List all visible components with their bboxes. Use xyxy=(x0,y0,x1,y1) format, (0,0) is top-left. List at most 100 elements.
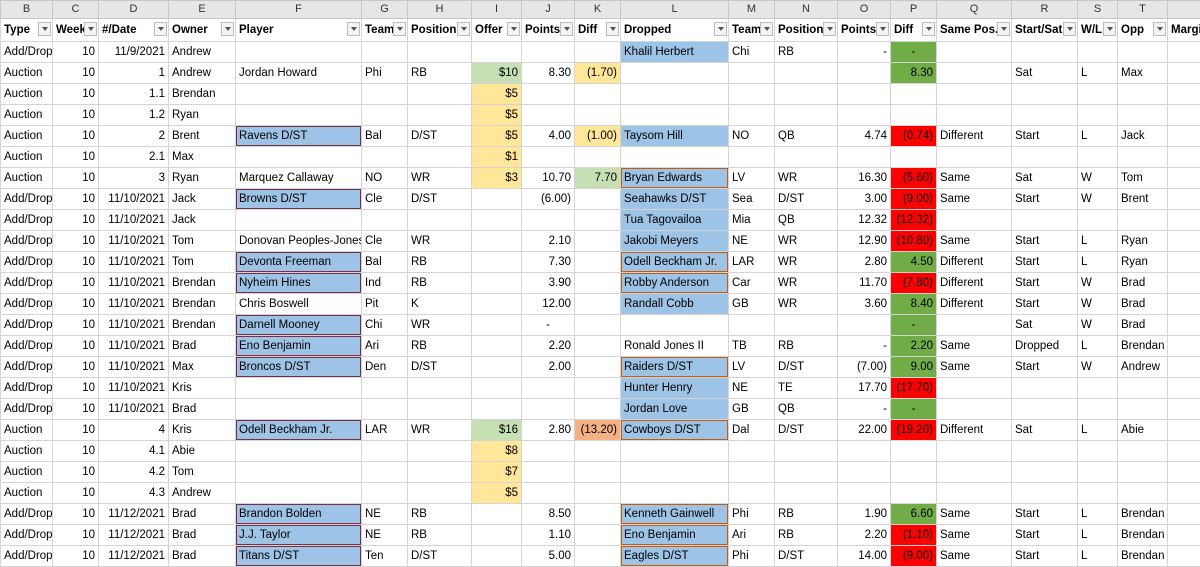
cell-j[interactable] xyxy=(522,147,575,168)
cell-p[interactable]: (9.00) xyxy=(891,189,937,210)
cell-i[interactable]: $16 xyxy=(472,420,522,441)
cell-c[interactable]: 10 xyxy=(53,147,99,168)
header-cell-20[interactable]: Margin xyxy=(1168,19,1200,42)
cell-r[interactable]: Start xyxy=(1012,525,1078,546)
cell-e[interactable]: Andrew xyxy=(169,42,236,63)
cell-k[interactable] xyxy=(575,336,621,357)
cell-l[interactable]: Seahawks D/ST xyxy=(621,189,729,210)
cell-t[interactable] xyxy=(1118,378,1168,399)
cell-k[interactable] xyxy=(575,42,621,63)
cell-q[interactable] xyxy=(937,84,1012,105)
header-cell-6[interactable]: Team xyxy=(362,19,408,42)
cell-d[interactable]: 11/10/2021 xyxy=(99,399,169,420)
cell-m[interactable]: Mia xyxy=(729,210,775,231)
cell-t[interactable] xyxy=(1118,210,1168,231)
cell-k[interactable] xyxy=(575,399,621,420)
cell-o[interactable]: - xyxy=(838,336,891,357)
cell-q[interactable]: Different xyxy=(937,252,1012,273)
cell-m[interactable]: NE xyxy=(729,378,775,399)
cell-n[interactable]: D/ST xyxy=(775,420,838,441)
cell-u[interactable]: -22.72 xyxy=(1168,231,1200,252)
cell-f[interactable]: Browns D/ST xyxy=(236,189,362,210)
cell-d[interactable]: 4.3 xyxy=(99,483,169,504)
cell-s[interactable]: W xyxy=(1078,273,1118,294)
cell-k[interactable] xyxy=(575,189,621,210)
cell-f[interactable]: Marquez Callaway xyxy=(236,168,362,189)
filter-dropdown-icon[interactable] xyxy=(1103,22,1116,36)
cell-i[interactable] xyxy=(472,399,522,420)
cell-k[interactable] xyxy=(575,273,621,294)
cell-j[interactable] xyxy=(522,399,575,420)
column-letter-l[interactable]: L xyxy=(621,1,729,19)
cell-b[interactable]: Auction xyxy=(1,63,53,84)
cell-k[interactable] xyxy=(575,294,621,315)
cell-b[interactable]: Add/Drop xyxy=(1,357,53,378)
cell-j[interactable]: 2.20 xyxy=(522,336,575,357)
cell-o[interactable]: 2.80 xyxy=(838,252,891,273)
cell-d[interactable]: 11/12/2021 xyxy=(99,504,169,525)
cell-e[interactable]: Max xyxy=(169,147,236,168)
cell-m[interactable]: TB xyxy=(729,336,775,357)
column-letter-n[interactable]: N xyxy=(775,1,838,19)
cell-o[interactable]: 17.70 xyxy=(838,378,891,399)
cell-j[interactable]: 2.80 xyxy=(522,420,575,441)
cell-p[interactable] xyxy=(891,84,937,105)
cell-g[interactable] xyxy=(362,210,408,231)
header-cell-17[interactable]: Start/Sat xyxy=(1012,19,1078,42)
cell-g[interactable]: Ind xyxy=(362,273,408,294)
cell-p[interactable]: 8.30 xyxy=(891,63,937,84)
cell-k[interactable] xyxy=(575,504,621,525)
cell-d[interactable]: 11/10/2021 xyxy=(99,357,169,378)
cell-p[interactable]: - xyxy=(891,42,937,63)
cell-m[interactable]: Chi xyxy=(729,42,775,63)
cell-h[interactable] xyxy=(408,147,472,168)
cell-e[interactable]: Brad xyxy=(169,546,236,567)
cell-r[interactable]: Start xyxy=(1012,231,1078,252)
cell-r[interactable]: Start xyxy=(1012,504,1078,525)
cell-r[interactable] xyxy=(1012,147,1078,168)
cell-g[interactable] xyxy=(362,378,408,399)
cell-g[interactable]: Den xyxy=(362,357,408,378)
cell-k[interactable] xyxy=(575,483,621,504)
cell-c[interactable]: 10 xyxy=(53,126,99,147)
cell-b[interactable]: Add/Drop xyxy=(1,399,53,420)
cell-r[interactable]: Sat xyxy=(1012,63,1078,84)
cell-p[interactable]: 6.60 xyxy=(891,504,937,525)
cell-f[interactable]: Broncos D/ST xyxy=(236,357,362,378)
cell-q[interactable] xyxy=(937,210,1012,231)
cell-q[interactable] xyxy=(937,399,1012,420)
cell-g[interactable]: Phi xyxy=(362,63,408,84)
cell-d[interactable]: 4 xyxy=(99,420,169,441)
cell-o[interactable]: - xyxy=(838,399,891,420)
cell-i[interactable] xyxy=(472,42,522,63)
cell-i[interactable] xyxy=(472,357,522,378)
cell-f[interactable]: Chris Boswell xyxy=(236,294,362,315)
cell-s[interactable]: L xyxy=(1078,504,1118,525)
cell-c[interactable]: 10 xyxy=(53,420,99,441)
cell-c[interactable]: 10 xyxy=(53,462,99,483)
cell-o[interactable]: 3.60 xyxy=(838,294,891,315)
cell-d[interactable]: 11/12/2021 xyxy=(99,546,169,567)
cell-j[interactable]: 8.30 xyxy=(522,63,575,84)
cell-r[interactable]: Start xyxy=(1012,546,1078,567)
cell-i[interactable] xyxy=(472,336,522,357)
cell-q[interactable] xyxy=(937,441,1012,462)
column-letter-h[interactable]: H xyxy=(408,1,472,19)
cell-b[interactable]: Auction xyxy=(1,84,53,105)
cell-e[interactable]: Brad xyxy=(169,336,236,357)
cell-g[interactable] xyxy=(362,42,408,63)
cell-i[interactable] xyxy=(472,210,522,231)
cell-i[interactable]: $5 xyxy=(472,105,522,126)
cell-f[interactable] xyxy=(236,483,362,504)
cell-f[interactable]: Ravens D/ST xyxy=(236,126,362,147)
cell-h[interactable] xyxy=(408,210,472,231)
cell-u[interactable]: -24.86 xyxy=(1168,63,1200,84)
header-cell-2[interactable]: Week xyxy=(53,19,99,42)
cell-f[interactable] xyxy=(236,210,362,231)
cell-f[interactable]: Titans D/ST xyxy=(236,546,362,567)
cell-u[interactable]: 16.5 xyxy=(1168,189,1200,210)
cell-d[interactable]: 11/10/2021 xyxy=(99,210,169,231)
column-letter-p[interactable]: P xyxy=(891,1,937,19)
cell-u[interactable] xyxy=(1168,462,1200,483)
cell-e[interactable]: Brendan xyxy=(169,273,236,294)
